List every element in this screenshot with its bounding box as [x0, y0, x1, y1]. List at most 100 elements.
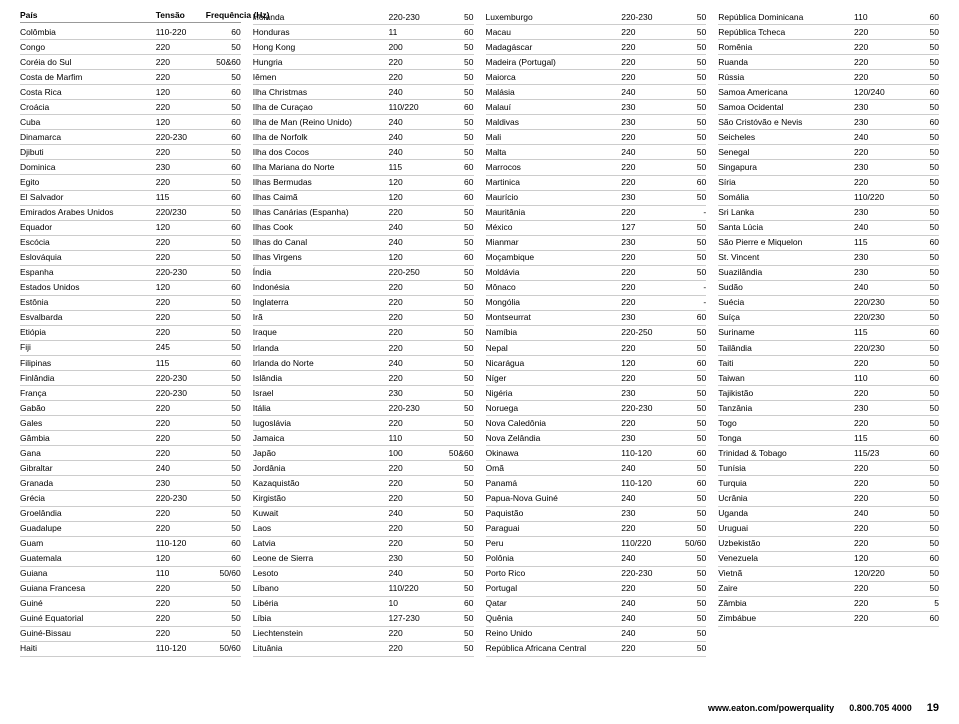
cell-frequency: 60	[206, 538, 241, 549]
cell-frequency: 50	[439, 237, 474, 248]
table-row: Tajikistão22050	[718, 386, 939, 401]
cell-frequency: 60	[671, 312, 706, 323]
cell-voltage: 220	[854, 523, 904, 534]
cell-voltage: 230	[621, 312, 671, 323]
cell-voltage: 220	[156, 57, 206, 68]
table-row: Moldávia22050	[486, 266, 707, 281]
cell-frequency: 50	[206, 42, 241, 53]
cell-voltage: 220	[156, 628, 206, 639]
cell-country: Guiné-Bissau	[20, 628, 156, 639]
table-row: São Pierre e Miquelon11560	[718, 236, 939, 251]
table-row: Suíça220/23050	[718, 311, 939, 326]
cell-frequency: 50	[671, 583, 706, 594]
cell-frequency: 50	[904, 267, 939, 278]
cell-country: Liechtenstein	[253, 628, 389, 639]
table-row: Madeira (Portugal)22050	[486, 55, 707, 70]
cell-country: Ilha de Norfolk	[253, 132, 389, 143]
cell-voltage: 220	[621, 72, 671, 83]
cell-country: Ilha Mariana do Norte	[253, 162, 389, 173]
cell-frequency: 50	[206, 327, 241, 338]
table-row: Congo22050	[20, 40, 241, 55]
cell-frequency: 50	[671, 643, 706, 654]
table-row: Quênia24050	[486, 612, 707, 627]
cell-country: Marrocos	[486, 162, 622, 173]
cell-frequency: 50	[904, 42, 939, 53]
cell-voltage: 220	[389, 628, 439, 639]
cell-country: França	[20, 388, 156, 399]
table-row: Guam110-12060	[20, 537, 241, 552]
cell-voltage: 240	[621, 553, 671, 564]
cell-frequency: 60	[206, 87, 241, 98]
cell-voltage: 220	[156, 403, 206, 414]
cell-country: Gana	[20, 448, 156, 459]
cell-frequency: 50	[206, 252, 241, 263]
cell-frequency: 50	[904, 252, 939, 263]
cell-country: Vietnã	[718, 568, 854, 579]
table-row: Escócia22050	[20, 236, 241, 251]
table-row: Mônaco220-	[486, 281, 707, 296]
cell-frequency: 50	[904, 463, 939, 474]
cell-frequency: 50	[671, 613, 706, 624]
cell-frequency: 50	[206, 267, 241, 278]
cell-voltage: 220	[854, 493, 904, 504]
cell-country: Kazaquistão	[253, 478, 389, 489]
cell-country: Suíça	[718, 312, 854, 323]
table-row: Mongólia220-	[486, 296, 707, 311]
table-row: Ilhas Canárias (Espanha)22050	[253, 206, 474, 221]
cell-voltage: 240	[389, 358, 439, 369]
table-row: Suécia220/23050	[718, 296, 939, 311]
cell-country: Rússia	[718, 72, 854, 83]
cell-country: México	[486, 222, 622, 233]
cell-voltage: 240	[389, 87, 439, 98]
cell-frequency: 50	[671, 463, 706, 474]
footer-phone: 0.800.705 4000	[849, 703, 912, 713]
table-row: México12750	[486, 221, 707, 236]
table-row: Suazilândia23050	[718, 266, 939, 281]
table-row: Coréia do Sul22050&60	[20, 55, 241, 70]
cell-country: Ucrânia	[718, 493, 854, 504]
table-row: Madagáscar22050	[486, 40, 707, 55]
cell-voltage: 230	[854, 403, 904, 414]
cell-voltage: 220/230	[854, 312, 904, 323]
cell-country: Jordânia	[253, 463, 389, 474]
cell-frequency: 50	[671, 373, 706, 384]
table-row: Inglaterra22050	[253, 296, 474, 311]
table-row: Itália220-23050	[253, 401, 474, 416]
cell-frequency: 50	[206, 147, 241, 158]
table-row: Gana22050	[20, 446, 241, 461]
cell-country: Maurício	[486, 192, 622, 203]
table-row: Samoa Ocidental23050	[718, 100, 939, 115]
cell-voltage: 220	[854, 177, 904, 188]
cell-country: Zâmbia	[718, 598, 854, 609]
cell-frequency: 60	[439, 252, 474, 263]
cell-voltage: 220	[156, 583, 206, 594]
table-row: Tailândia220/23050	[718, 341, 939, 356]
cell-country: Nicarágua	[486, 358, 622, 369]
cell-voltage: 110-220	[156, 27, 206, 38]
cell-voltage: 220	[156, 523, 206, 534]
cell-country: Ilhas Bermudas	[253, 177, 389, 188]
table-row: Fiji24550	[20, 341, 241, 356]
table-row: Guiné22050	[20, 597, 241, 612]
cell-voltage: 220	[389, 72, 439, 83]
cell-frequency: 60	[206, 282, 241, 293]
cell-voltage: 220	[854, 598, 904, 609]
cell-frequency: 50	[206, 297, 241, 308]
table-row: Costa de Marfim22050	[20, 70, 241, 85]
table-row: Espanha220-23050	[20, 266, 241, 281]
table-row: Taiwan11060	[718, 371, 939, 386]
table-row: Nepal22050	[486, 341, 707, 356]
cell-voltage: 230	[621, 508, 671, 519]
cell-frequency: 50	[671, 192, 706, 203]
cell-frequency: 50	[671, 87, 706, 98]
cell-country: Madagáscar	[486, 42, 622, 53]
cell-voltage: 220	[156, 598, 206, 609]
cell-frequency: 50	[671, 252, 706, 263]
cell-country: Singapura	[718, 162, 854, 173]
cell-country: Inglaterra	[253, 297, 389, 308]
table-row: Granada23050	[20, 476, 241, 491]
table-row: Guatemala12060	[20, 552, 241, 567]
cell-voltage: 220-230	[389, 12, 439, 23]
cell-frequency: 60	[206, 358, 241, 369]
table-row: Senegal22050	[718, 145, 939, 160]
